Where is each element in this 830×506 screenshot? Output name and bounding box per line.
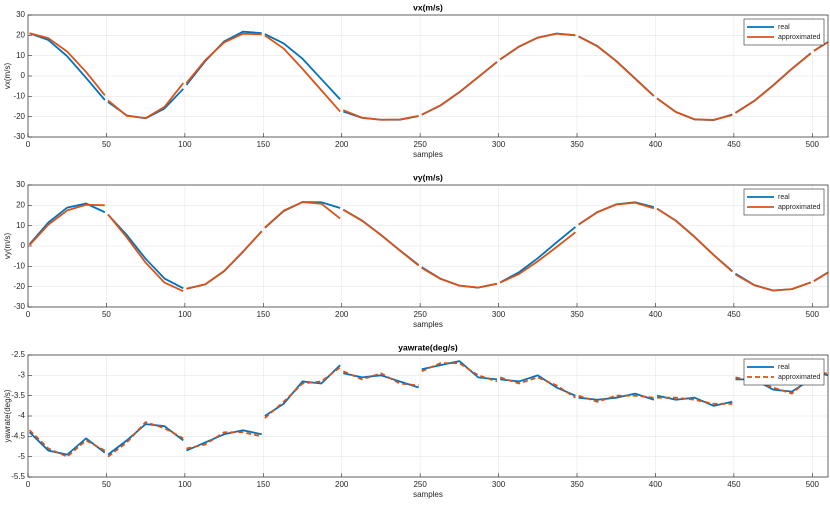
x-tick-label: 450	[727, 140, 741, 149]
y-tick-label: -3.5	[11, 391, 25, 400]
x-tick-label: 200	[335, 140, 349, 149]
x-tick-label: 300	[492, 480, 506, 489]
legend-label: real	[778, 24, 790, 31]
y-tick-label: -20	[13, 282, 25, 291]
y-tick-label: -20	[13, 112, 25, 121]
y-tick-label: -10	[13, 261, 25, 270]
y-tick-label: -30	[13, 132, 25, 141]
x-tick-label: 350	[570, 310, 584, 319]
y-tick-label: 30	[16, 10, 25, 19]
chart-title: vy(m/s)	[413, 172, 443, 182]
x-axis-label: samples	[413, 320, 443, 329]
x-tick-label: 50	[102, 480, 111, 489]
x-tick-label: 450	[727, 310, 741, 319]
y-tick-label: -2.5	[11, 350, 25, 359]
chart-title: vx(m/s)	[413, 2, 443, 12]
y-tick-label: 10	[16, 221, 25, 230]
x-tick-label: 350	[570, 140, 584, 149]
x-tick-label: 150	[257, 480, 271, 489]
y-tick-label: 30	[16, 180, 25, 189]
data-line	[29, 32, 829, 121]
y-tick-label: 20	[16, 200, 25, 209]
y-axis-label: vy(m/s)	[3, 233, 12, 260]
legend-label: real	[778, 364, 790, 371]
legend-label: approximated	[778, 34, 821, 41]
x-tick-label: 400	[649, 140, 663, 149]
x-tick-label: 200	[335, 480, 349, 489]
y-tick-label: -4	[18, 411, 26, 420]
x-axis-label: samples	[413, 150, 443, 159]
legend-box	[743, 358, 825, 386]
x-tick-label: 150	[257, 140, 271, 149]
x-tick-label: 250	[413, 310, 427, 319]
x-tick-label: 500	[806, 140, 820, 149]
chart-title: yawrate(deg/s)	[398, 342, 458, 352]
x-tick-label: 400	[649, 480, 663, 489]
x-tick-label: 200	[335, 310, 349, 319]
x-tick-label: 50	[102, 310, 111, 319]
x-tick-label: 400	[649, 310, 663, 319]
x-tick-label: 0	[26, 140, 31, 149]
x-tick-label: 100	[178, 140, 192, 149]
x-tick-label: 250	[413, 140, 427, 149]
y-tick-label: -3	[18, 370, 26, 379]
y-tick-label: 20	[16, 30, 25, 39]
data-line	[28, 360, 829, 456]
legend-box	[743, 188, 825, 216]
axes-box	[27, 14, 829, 138]
axes-box	[27, 184, 829, 308]
x-tick-label: 300	[492, 140, 506, 149]
x-tick-label: 50	[102, 140, 111, 149]
y-tick-label: 0	[21, 241, 26, 250]
x-tick-label: 100	[178, 310, 192, 319]
data-line	[28, 201, 829, 292]
data-line	[28, 362, 828, 458]
x-tick-label: 500	[806, 480, 820, 489]
legend-label: approximated	[778, 374, 821, 381]
legend-label: real	[778, 194, 790, 201]
x-tick-label: 0	[26, 480, 31, 489]
x-tick-label: 0	[26, 310, 31, 319]
x-tick-label: 450	[727, 480, 741, 489]
y-tick-label: 0	[21, 71, 26, 80]
y-axis-label: yawrate(deg/s)	[3, 389, 12, 442]
y-tick-label: -5	[18, 452, 26, 461]
legend-box	[743, 18, 825, 46]
x-tick-label: 500	[806, 310, 820, 319]
y-tick-label: -30	[13, 302, 25, 311]
y-tick-label: -4.5	[11, 431, 25, 440]
x-tick-label: 250	[413, 480, 427, 489]
x-tick-label: 350	[570, 480, 584, 489]
legend-label: approximated	[778, 204, 821, 211]
x-tick-label: 150	[257, 310, 271, 319]
x-tick-label: 300	[492, 310, 506, 319]
y-tick-label: -10	[13, 91, 25, 100]
y-tick-label: -5.5	[11, 472, 25, 481]
y-tick-label: 10	[16, 51, 25, 60]
x-axis-label: samples	[413, 490, 443, 499]
x-tick-label: 100	[178, 480, 192, 489]
y-axis-label: vx(m/s)	[3, 63, 12, 90]
axes-box	[27, 354, 829, 478]
